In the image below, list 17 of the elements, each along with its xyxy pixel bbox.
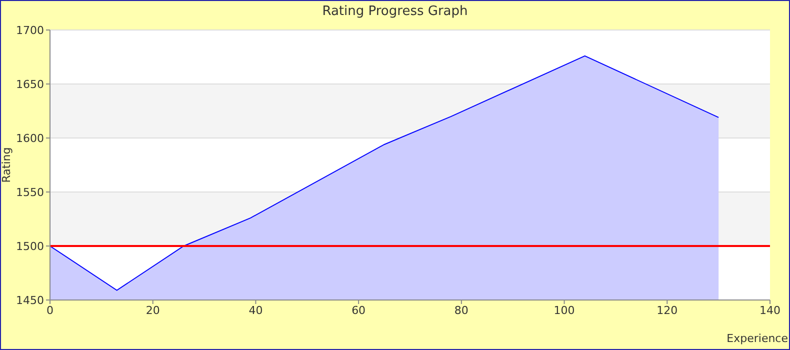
y-tick-label: 1650 [16,78,44,91]
y-axis-title: Rating [0,147,13,183]
y-tick-label: 1600 [16,132,44,145]
x-tick-label: 100 [554,304,575,317]
x-tick-label: 0 [46,304,54,317]
x-tick-label: 80 [454,304,468,317]
x-tick-label: 60 [352,304,366,317]
y-tick-label: 1500 [16,240,44,253]
x-tick-label: 40 [248,304,263,317]
x-axis-title: Experience [726,332,788,345]
x-tick-label: 120 [656,304,678,317]
chart-title: Rating Progress Graph [321,4,469,19]
x-tick-label: 140 [760,304,780,317]
y-tick-label: 1550 [16,186,44,199]
y-tick-label: 1700 [16,24,44,37]
x-tick-label: 20 [146,304,160,317]
y-tick-label: 1450 [16,294,44,307]
